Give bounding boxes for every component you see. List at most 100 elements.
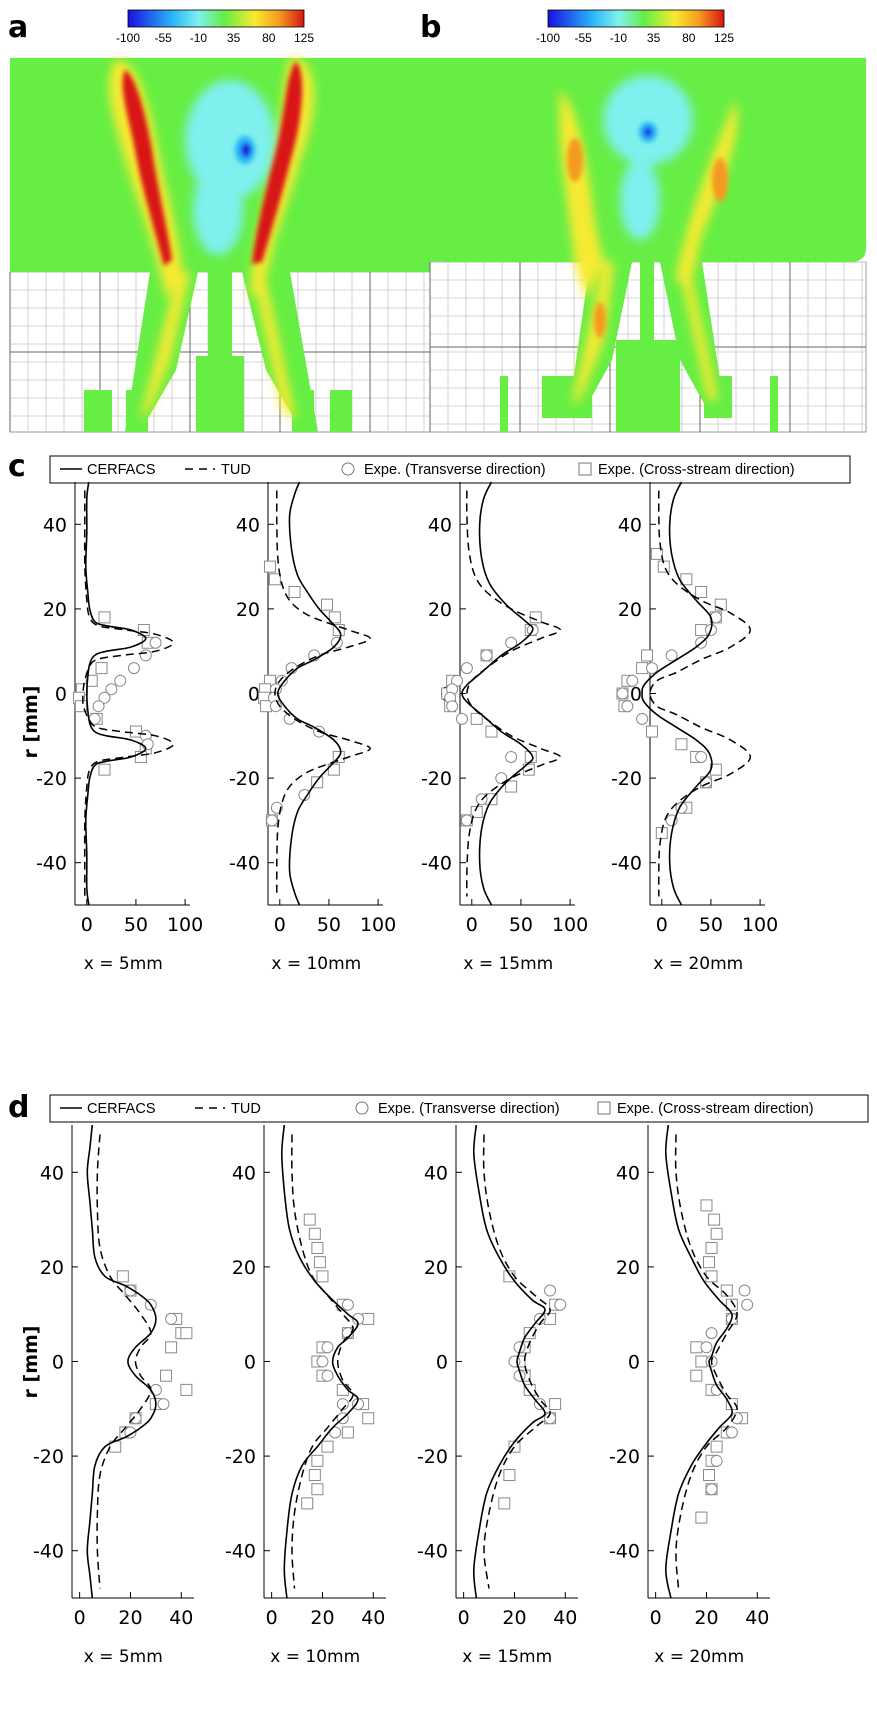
panel-a-right-shear	[252, 272, 296, 420]
cross-stream-point	[308, 1227, 321, 1240]
tud-line	[291, 1134, 354, 1589]
panel-a-cold-center	[241, 143, 251, 157]
cross-stream-point	[690, 1341, 703, 1354]
transverse-point	[316, 1355, 329, 1368]
y-tick-label: 20	[40, 1257, 64, 1279]
x-tick-label: 50	[124, 914, 148, 936]
subplot-caption: x = 20mm	[653, 954, 743, 974]
panel-b-letter: b	[420, 10, 441, 45]
cross-stream-point	[321, 1440, 334, 1453]
cross-stream-point	[303, 1213, 316, 1226]
y-tick-label: 40	[236, 514, 260, 536]
panel-b-recirculation	[603, 75, 693, 165]
transverse-point	[738, 1284, 751, 1297]
x-tick-label: 50	[699, 914, 723, 936]
cross-stream-point	[180, 1383, 193, 1396]
colorbar-tick-label: -10	[610, 31, 628, 45]
legend-cross-label: Expe. (Cross-stream direction)	[617, 1101, 814, 1117]
panel-b-right-warm-zone	[712, 158, 728, 202]
transverse-point	[741, 1298, 754, 1311]
x-tick-label: 0	[458, 1607, 470, 1629]
transverse-point	[105, 683, 118, 696]
x-tick-label: 40	[745, 1607, 769, 1629]
subplot-caption: x = 10mm	[271, 954, 361, 974]
y-tick-label: -40	[611, 853, 642, 875]
cross-stream-point	[725, 1298, 738, 1311]
transverse-point	[616, 687, 629, 700]
cross-stream-point	[505, 780, 518, 793]
transverse-point	[129, 1412, 142, 1425]
colorbar-tick-label: 35	[647, 31, 661, 45]
legend-cerfacs-label: CERFACS	[87, 1101, 156, 1117]
tud-line	[482, 1134, 551, 1589]
cross-stream-point	[690, 1369, 703, 1382]
cerfacs-line	[276, 481, 342, 906]
cross-stream-point	[705, 1270, 718, 1283]
colorbar-tick-label: 80	[262, 31, 276, 45]
y-tick-label: -20	[609, 1446, 640, 1468]
colorbar-tick-label: -55	[155, 31, 173, 45]
transverse-point	[621, 700, 634, 713]
panel-b-contour: b -100 -55 -10 35 80 125	[420, 9, 867, 433]
cross-stream-point	[703, 1256, 715, 1269]
cross-stream-point	[288, 585, 301, 598]
cross-stream-point	[320, 598, 333, 611]
colorbar-tick-label: -10	[190, 31, 208, 45]
transverse-point	[725, 1426, 738, 1439]
cross-stream-point	[645, 725, 658, 738]
cross-stream-point	[710, 1227, 723, 1240]
transverse-point	[98, 691, 111, 704]
transverse-point	[544, 1284, 557, 1297]
legend-cross-marker	[578, 462, 592, 476]
cross-stream-point	[316, 1270, 329, 1283]
y-tick-label: 0	[248, 684, 260, 706]
legend-cerfacs-label: CERFACS	[87, 462, 156, 478]
colorbar-tick-label: -100	[536, 31, 560, 45]
y-tick-label: -20	[33, 1446, 64, 1468]
colorbar-tick-label: 125	[294, 31, 314, 45]
subplot-caption: x = 10mm	[270, 1647, 360, 1667]
colorbar-tick-label: -55	[575, 31, 593, 45]
y-tick-label: -40	[36, 853, 67, 875]
y-tick-label: 20	[618, 599, 642, 621]
colorbar-tick-label: -100	[116, 31, 140, 45]
cross-stream-point	[165, 1341, 178, 1354]
transverse-point	[265, 814, 278, 827]
cerfacs-line	[84, 481, 147, 906]
panel-b-colorbar: -100 -55 -10 35 80 125	[536, 9, 734, 45]
cross-stream-point	[74, 700, 87, 713]
panel-a-right-port	[330, 390, 352, 432]
transverse-point	[626, 674, 639, 687]
cross-stream-point	[268, 573, 281, 586]
tud-line	[96, 1134, 152, 1589]
y-tick-label: -20	[421, 768, 452, 790]
transverse-point	[149, 1383, 162, 1396]
cross-stream-point	[311, 776, 324, 789]
subplot-caption: x = 20mm	[654, 1647, 744, 1667]
colorbar-tick-label: 80	[682, 31, 696, 45]
tud-line	[649, 490, 752, 897]
y-tick-label: 0	[630, 684, 642, 706]
transverse-point	[321, 1341, 334, 1354]
cross-stream-point	[655, 827, 668, 840]
transverse-point	[127, 662, 140, 675]
cross-stream-point	[714, 598, 727, 611]
y-tick-label: 40	[616, 1162, 640, 1184]
transverse-point	[329, 1426, 342, 1439]
y-tick-label: -20	[225, 1446, 256, 1468]
x-tick-label: 100	[167, 914, 203, 936]
panel-b-right-port	[770, 376, 778, 432]
y-tick-label: 40	[428, 514, 452, 536]
tud-line	[466, 490, 562, 897]
cross-stream-point	[708, 1213, 721, 1226]
y-tick-label: 40	[40, 1162, 64, 1184]
cross-stream-point	[695, 585, 708, 598]
y-tick-label: 20	[428, 599, 452, 621]
legend-tud-label: TUD	[221, 462, 251, 478]
cross-stream-point	[327, 763, 340, 776]
transverse-point	[695, 750, 708, 763]
